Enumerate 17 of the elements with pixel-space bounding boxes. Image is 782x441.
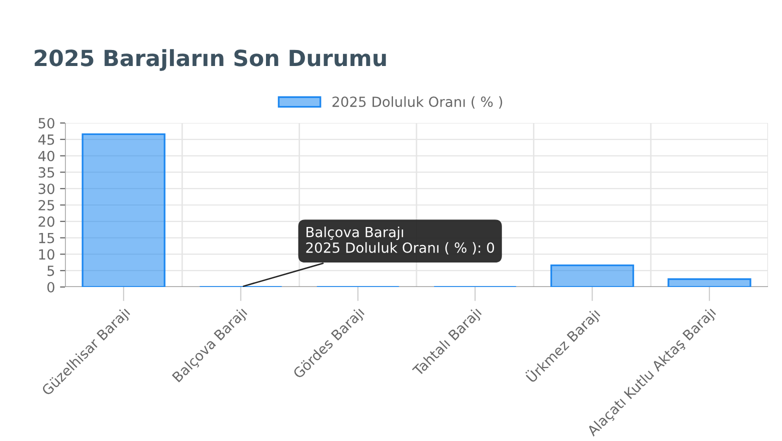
y-tick-label: 0 <box>47 282 54 292</box>
y-tick-label: 30 <box>38 184 54 194</box>
y-tick-label: 35 <box>38 167 54 178</box>
y-tick-label: 5 <box>48 266 54 276</box>
bar <box>550 264 634 287</box>
y-tick-label: 50 <box>38 118 54 128</box>
legend-label: 2025 Doluluk Oranı ( % ) <box>332 96 502 109</box>
y-tick-label: 45 <box>38 134 54 145</box>
bar <box>668 278 752 287</box>
y-tick-label: 15 <box>39 232 54 244</box>
y-tick-label: 10 <box>39 249 54 260</box>
annotation: Balçova Barajı 2025 Doluluk Oranı ( % ): 0 <box>306 226 494 255</box>
chart-title: 2025 Barajların Son Durumu <box>34 49 386 71</box>
y-tick-label: 40 <box>38 150 54 162</box>
y-tick-label: 20 <box>38 216 54 227</box>
bar <box>82 133 166 287</box>
y-tick-label: 25 <box>38 200 54 210</box>
